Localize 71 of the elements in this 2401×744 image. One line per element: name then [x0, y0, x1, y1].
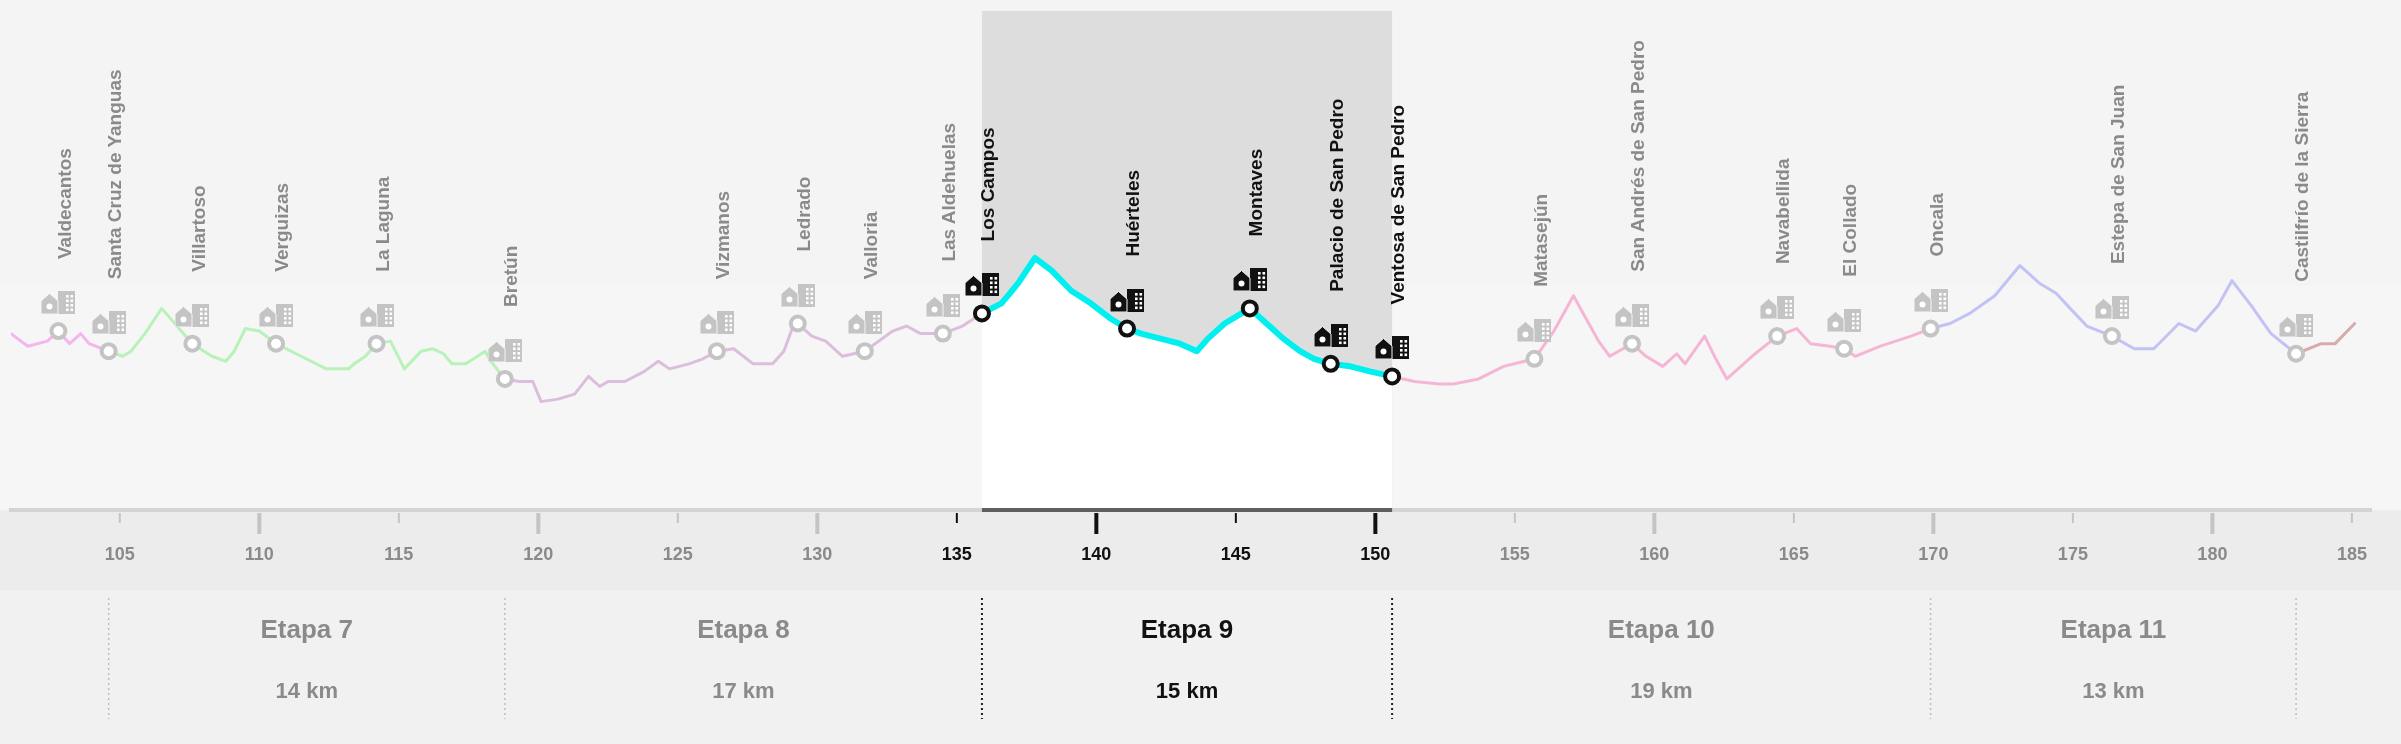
text: 17 km: [712, 678, 775, 704]
text: Huérteles: [1122, 169, 1144, 257]
x-tick-label: 150: [1360, 543, 1391, 564]
point: [933, 324, 952, 343]
annotation: Vizmanos: [712, 190, 734, 280]
point: [1240, 299, 1259, 318]
annotation: Matasejún: [1529, 193, 1551, 287]
annotation: Valdecantos: [53, 148, 75, 260]
point: [183, 334, 202, 353]
annotation: El Collado: [1839, 183, 1861, 277]
x-tick-label: 125: [662, 543, 693, 564]
point: [1768, 327, 1787, 346]
point: [707, 342, 726, 361]
point: [2102, 327, 2121, 346]
annotation: Navabellida: [1772, 158, 1794, 265]
text: 19 km: [1630, 678, 1693, 704]
text: Ledrado: [793, 176, 815, 252]
point: [1525, 349, 1544, 368]
point: [1623, 334, 1642, 353]
x-tick-label: 170: [1918, 543, 1949, 564]
point: [49, 322, 68, 341]
point: [1321, 354, 1340, 373]
x-tick-label: 180: [2197, 543, 2228, 564]
text: Etapa 10: [1607, 614, 1715, 645]
annotation: Villartoso: [187, 185, 209, 272]
point: [1835, 339, 1854, 358]
x-tick-label: 155: [1499, 543, 1530, 564]
annotation: Castilfrío de la Sierra: [2291, 91, 2313, 282]
x-tick-label: 140: [1081, 543, 1112, 564]
annotation: Valloria: [860, 211, 881, 280]
x-tick-label: 145: [1220, 543, 1251, 564]
text: Los Campos: [977, 127, 999, 242]
point: [788, 314, 807, 333]
annotation: Bretún: [500, 245, 522, 307]
annotation: Ventosa de San Pedro: [1387, 104, 1409, 305]
point: [855, 342, 874, 361]
x-tick-label: 185: [2336, 543, 2367, 564]
x-tick-label: 165: [1778, 543, 1809, 564]
x-tick-label: 105: [104, 543, 135, 564]
annotation: La Laguna: [371, 176, 393, 272]
point: [367, 334, 386, 353]
annotation: Estepa de San Juan: [2107, 84, 2129, 265]
x-tick-label: 130: [802, 543, 833, 564]
annotation: Santa Cruz de Yanguas: [103, 69, 125, 280]
point: [495, 369, 514, 388]
point: [99, 342, 118, 361]
x-tick-label: 135: [941, 543, 972, 564]
point: [1118, 319, 1137, 338]
text: Etapa 11: [2060, 614, 2167, 645]
text: Etapa 7: [260, 614, 353, 645]
point: [1383, 367, 1402, 386]
text: 14 km: [275, 678, 338, 704]
x-tick-label: 115: [384, 543, 414, 564]
point: [267, 334, 286, 353]
point: [1921, 319, 1940, 338]
text: Etapa 9: [1140, 614, 1234, 645]
x-tick-label: 160: [1639, 543, 1670, 564]
x-tick-label: 110: [244, 543, 274, 564]
x-tick-label: 120: [523, 543, 554, 564]
point: [2287, 344, 2306, 363]
x-tick-label: 175: [2057, 543, 2088, 564]
text: 13 km: [2082, 678, 2145, 704]
annotation: Palacio de San Pedro: [1325, 98, 1347, 292]
point: [972, 304, 991, 323]
annotation: Verguizas: [271, 182, 293, 272]
text: Oncala: [1925, 192, 1947, 257]
annotation: San Andrés de San Pedro: [1627, 40, 1649, 272]
text: Montaves: [1245, 148, 1267, 237]
annotation: Las Aldehuelas: [938, 122, 960, 262]
text: Etapa 8: [697, 614, 790, 645]
text: 15 km: [1155, 678, 1219, 704]
